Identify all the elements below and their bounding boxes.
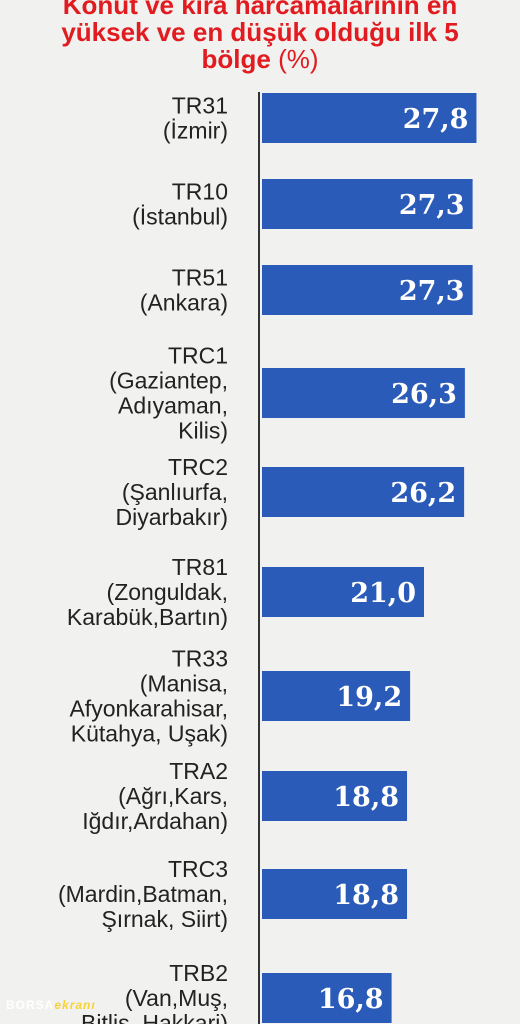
category-label-1-line-1: (İstanbul) — [132, 204, 228, 230]
title-unit: (%) — [278, 44, 319, 74]
category-label-2-line-0: TR51 — [172, 265, 228, 291]
category-label-7-line-0: TRA2 — [169, 758, 228, 784]
category-label-6-line-0: TR33 — [172, 646, 228, 672]
title-line-3-text: bölge — [201, 44, 271, 74]
bar-value-label-6: 19,2 — [336, 682, 402, 713]
category-label-6-line-3: Kütahya, Uşak) — [71, 721, 228, 747]
bar-value-label-9: 16,8 — [318, 984, 384, 1015]
category-label-7-line-1: (Ağrı,Kars, — [118, 783, 228, 809]
bars-group: 27,8 TR31(İzmir) 27,3 TR10(İstanbul) 27,3 TR5… — [58, 93, 477, 1024]
bar-7 — [262, 771, 408, 821]
bar-9 — [262, 973, 392, 1023]
category-label-3-line-2: Adıyaman, — [118, 393, 228, 419]
category-label-5-line-0: TR81 — [172, 554, 228, 580]
bar-0 — [262, 93, 477, 143]
category-label-5-line-2: Karabük,Bartın) — [67, 604, 228, 630]
bar-value-label-4: 26,2 — [390, 478, 456, 509]
title-line-2: yüksek ve en düşük olduğu ilk 5 — [61, 17, 459, 47]
bar-value-label-7: 18,8 — [333, 782, 399, 813]
bar-5 — [262, 567, 424, 617]
bar-1 — [262, 179, 473, 229]
category-label-3-line-3: Kilis) — [178, 418, 228, 444]
category-label-4-line-2: Diyarbakır) — [116, 504, 228, 530]
watermark-part-2: ekranı — [54, 998, 96, 1012]
category-label-6-line-2: Afyonkarahisar, — [69, 696, 228, 722]
category-label-0-line-0: TR31 — [172, 93, 228, 119]
bar-6 — [262, 671, 411, 721]
category-label-6-line-1: (Manisa, — [140, 671, 228, 697]
category-label-9-line-1: (Van,Muş, — [125, 985, 228, 1011]
category-label-3-line-0: TRC1 — [168, 343, 228, 369]
category-label-1-line-0: TR10 — [172, 179, 228, 205]
bar-value-label-0: 27,8 — [403, 104, 469, 135]
bar-4 — [262, 467, 465, 517]
category-label-4-line-0: TRC2 — [168, 454, 228, 480]
bar-value-label-2: 27,3 — [399, 276, 465, 307]
bar-8 — [262, 869, 408, 919]
title-line-1: Konut ve kira harcamalarının en — [62, 0, 458, 20]
category-label-9-line-2: Bitlis, Hakkari) — [81, 1010, 228, 1024]
watermark-logo: BORSAekranı — [6, 998, 96, 1012]
category-label-8-line-2: Şırnak, Siirt) — [101, 906, 228, 932]
category-label-0-line-1: (İzmir) — [163, 118, 228, 144]
chart-title: Konut ve kira harcamalarının en yüksek v… — [0, 0, 520, 73]
bar-value-label-8: 18,8 — [333, 880, 399, 911]
bar-value-label-1: 27,3 — [399, 190, 465, 221]
bar-3 — [262, 368, 465, 418]
title-line-3: bölge (%) — [0, 46, 520, 73]
category-label-8-line-1: (Mardin,Batman, — [58, 881, 228, 907]
bar-value-label-3: 26,3 — [391, 379, 457, 410]
watermark-part-1: BORSA — [6, 998, 55, 1012]
bar-value-label-5: 21,0 — [350, 578, 416, 609]
category-label-8-line-0: TRC3 — [168, 856, 228, 882]
category-label-2-line-1: (Ankara) — [140, 290, 228, 316]
category-label-7-line-2: Iğdır,Ardahan) — [82, 808, 228, 834]
category-label-4-line-1: (Şanlıurfa, — [122, 479, 228, 505]
category-label-3-line-1: (Gaziantep, — [109, 368, 228, 394]
bar-2 — [262, 265, 473, 315]
category-label-5-line-1: (Zonguldak, — [107, 579, 228, 605]
category-label-9-line-0: TRB2 — [169, 960, 228, 986]
